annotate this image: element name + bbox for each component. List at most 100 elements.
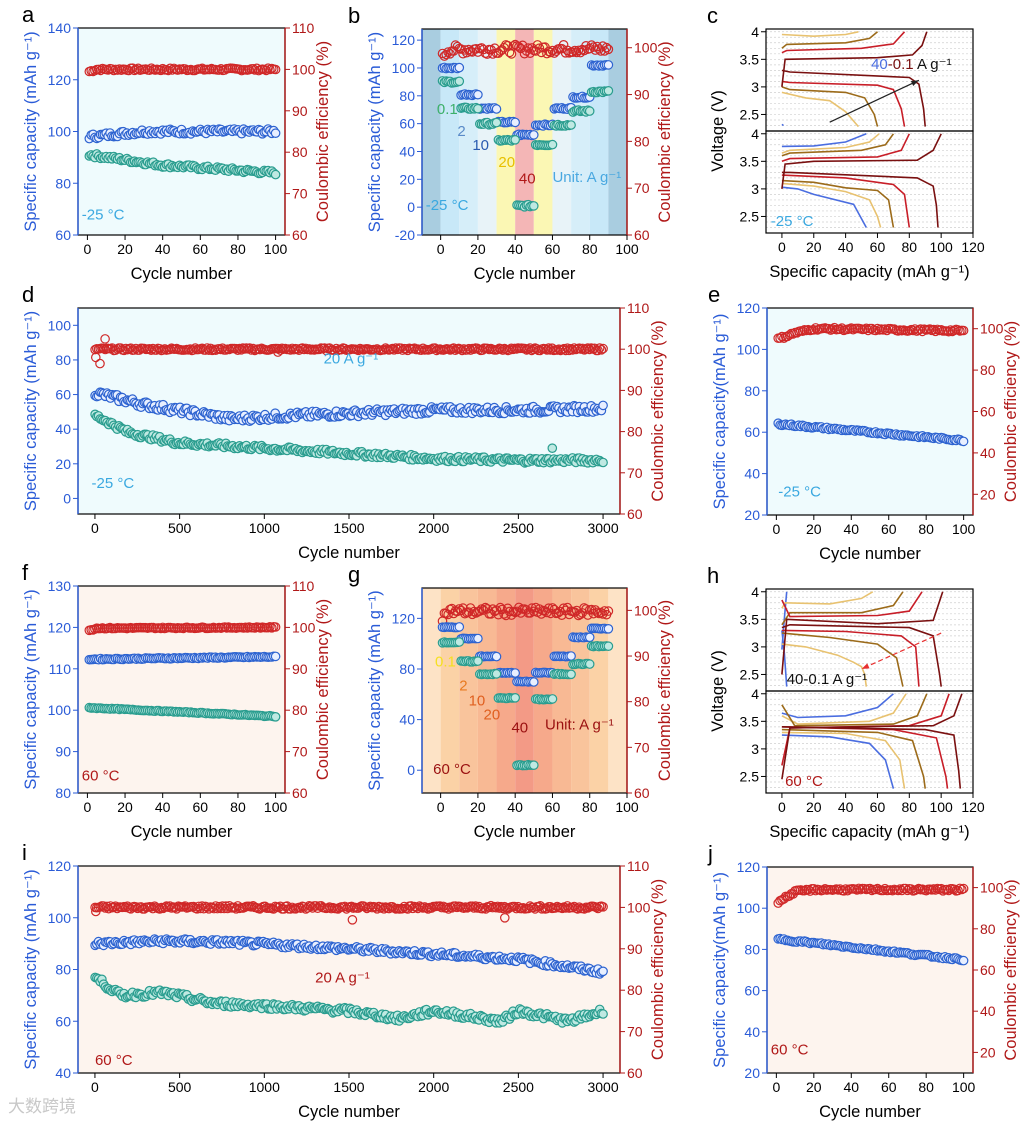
ce-marker: [95, 358, 105, 369]
ce-marker: [443, 47, 453, 57]
y-right-tick-label: 100: [627, 341, 651, 357]
curve-c_01: [781, 31, 928, 87]
panel-j: j 60 °C 20 40 60 80 100 120 20 40 60 80 100 Specific …: [707, 841, 1020, 1121]
curve-c_10: [781, 86, 879, 127]
annotation: 0.1: [437, 101, 458, 118]
annotation: 2: [457, 123, 465, 140]
x-tick-label: 120: [961, 239, 985, 255]
series-charge: [84, 124, 281, 144]
panel-d: d 20 A g⁻¹ -25 °C 0 20 40 60 80 100 60 70 80 90 100 11…: [22, 282, 667, 562]
x-tick-label: 100: [264, 799, 288, 815]
y-right-tick-label: 80: [627, 982, 643, 998]
discharge-marker: [473, 656, 483, 666]
rate-band: [608, 29, 627, 235]
y-tick-label: 3.5: [740, 51, 760, 67]
curve-c_20: [781, 182, 882, 228]
ce-marker: [273, 347, 283, 357]
annotation: -25 °C: [426, 197, 469, 214]
panel-i: i 20 A g⁻¹ 60 °C 40 60 80 100 120 60 70 80 90 100 110…: [22, 840, 667, 1121]
discharge-marker: [454, 76, 465, 87]
x-tick-label: 1500: [333, 520, 364, 536]
curve-c_01: [781, 133, 942, 190]
ce-marker: [263, 63, 273, 73]
y-tick-label: 120: [48, 619, 72, 635]
x-tick-label: 0: [778, 799, 786, 815]
ce-marker: [156, 65, 166, 76]
series-discharge: [547, 443, 558, 453]
x-tick-label: 1000: [249, 520, 280, 536]
y-right-tick-label: 70: [634, 180, 650, 196]
series-ce: [90, 343, 608, 356]
y-right-tick-label: 60: [980, 962, 996, 978]
charge-marker: [454, 622, 465, 632]
ce-marker: [265, 64, 275, 75]
x-tick-label: 20: [117, 799, 133, 815]
curve-c_10: [781, 179, 895, 228]
y-right-tick-label: 60: [980, 404, 996, 420]
x-axis-title: Cycle number: [819, 545, 921, 563]
x-tick-label: 100: [929, 799, 953, 815]
annotation-part: 40: [871, 56, 888, 73]
panel-label: a: [22, 2, 35, 27]
y-tick-label: 120: [48, 72, 72, 88]
y-axis-title: Voltage (V): [709, 90, 727, 172]
y-right-tick-label: 80: [292, 702, 308, 718]
discharge-marker: [547, 694, 558, 704]
annotation: 60 °C: [82, 768, 120, 785]
y-tick-label: 60: [55, 227, 71, 243]
curve-c_2: [781, 133, 911, 163]
y-right-tick-label: 60: [292, 227, 308, 243]
rate-band: [589, 29, 609, 235]
ce-marker: [270, 64, 281, 75]
ce-marker: [569, 45, 580, 56]
discharge-marker: [566, 120, 576, 130]
y-right-tick-label: 70: [627, 465, 643, 481]
ce-marker: [448, 343, 459, 353]
ce-marker: [598, 343, 608, 354]
panel-label: h: [707, 563, 719, 588]
annotation: 0.1: [435, 653, 456, 670]
y-right-tick-label: 110: [292, 578, 315, 594]
x-tick-label: 60: [870, 799, 886, 815]
y-tick-label: 40: [744, 466, 760, 482]
discharge-marker: [598, 457, 608, 468]
rate-band: [496, 29, 516, 235]
ce-marker: [571, 47, 582, 58]
y-right-tick-label: 100: [627, 899, 651, 915]
y-right-tick-label: 100: [980, 321, 1004, 337]
y-tick-label: 40: [744, 1024, 760, 1040]
y-right-tick-label: 100: [292, 61, 316, 77]
charge-marker: [528, 677, 539, 687]
y-right-axis-title: Coulombic efficiency (%): [656, 600, 674, 781]
y-tick-label: -20: [395, 227, 415, 243]
curve-c_20: [781, 133, 880, 154]
x-tick-label: 500: [168, 1079, 192, 1095]
rate-band: [552, 29, 572, 235]
y-tick-label: 2.5: [740, 768, 760, 784]
x-tick-label: 3000: [587, 520, 618, 536]
discharge-marker: [528, 760, 539, 770]
panel-label: g: [348, 562, 360, 587]
x-tick-label: 20: [470, 241, 486, 257]
y-axis-title: Specific capacity (mAh g⁻¹): [22, 589, 40, 789]
x-tick-label: 80: [230, 799, 246, 815]
y-tick-label: 4: [751, 126, 759, 142]
y-tick-label: 4: [751, 24, 759, 40]
y-tick-label: 130: [48, 578, 72, 594]
watermark-logo: 大数跨境: [8, 1097, 76, 1116]
y-tick-label: 2.5: [740, 106, 760, 122]
x-tick-label: 1000: [249, 1079, 280, 1095]
y-tick-label: 140: [48, 20, 72, 36]
y-right-axis-title: Coulombic efficiency (%): [656, 41, 674, 222]
x-tick-label: 80: [582, 241, 598, 257]
x-tick-label: 20: [806, 521, 822, 537]
x-tick-label: 0: [437, 799, 445, 815]
y-tick-label: 100: [737, 900, 761, 916]
annotation: 60 °C: [95, 1052, 133, 1069]
y-tick-label: 3.5: [740, 153, 760, 169]
y-axis-title: Specific capacity (mAh g⁻¹): [366, 32, 384, 232]
y-right-tick-label: 80: [634, 133, 650, 149]
ce-marker: [233, 345, 243, 355]
curve-c_01: [781, 171, 939, 228]
